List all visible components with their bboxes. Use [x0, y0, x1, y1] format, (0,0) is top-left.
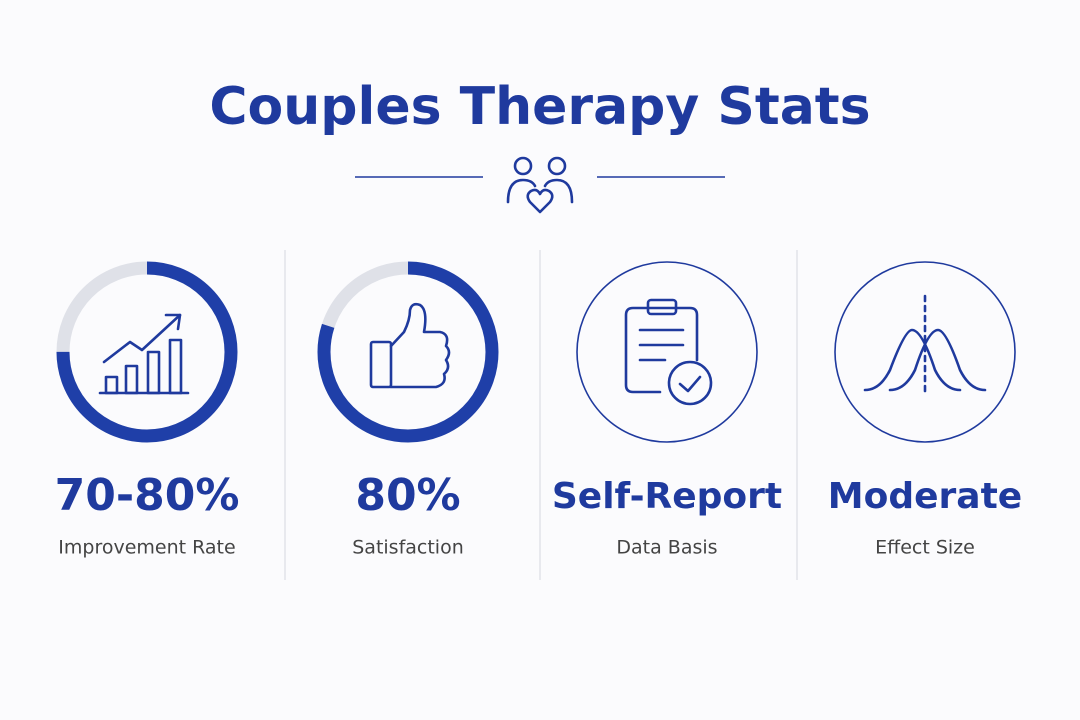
- divider: [355, 156, 725, 214]
- growth-icon: [98, 313, 190, 395]
- stat-label: Improvement Rate: [58, 537, 235, 559]
- stat-value: 80%: [355, 470, 460, 521]
- ring-progress: [56, 261, 238, 443]
- stat-value: 70-80%: [55, 470, 240, 521]
- stat-label: Effect Size: [875, 537, 975, 559]
- title: Couples Therapy Stats: [209, 77, 870, 137]
- separators: [284, 250, 798, 580]
- data-basis-icon: [576, 261, 758, 443]
- effect-size-icon: [834, 261, 1016, 443]
- stat-value: Self-Report: [552, 476, 782, 517]
- stat-label: Data Basis: [616, 537, 717, 559]
- thumbs-up-icon: [369, 302, 451, 389]
- stat-label: Satisfaction: [352, 537, 464, 559]
- ring-progress: [317, 261, 499, 443]
- stat-value: Moderate: [828, 476, 1022, 517]
